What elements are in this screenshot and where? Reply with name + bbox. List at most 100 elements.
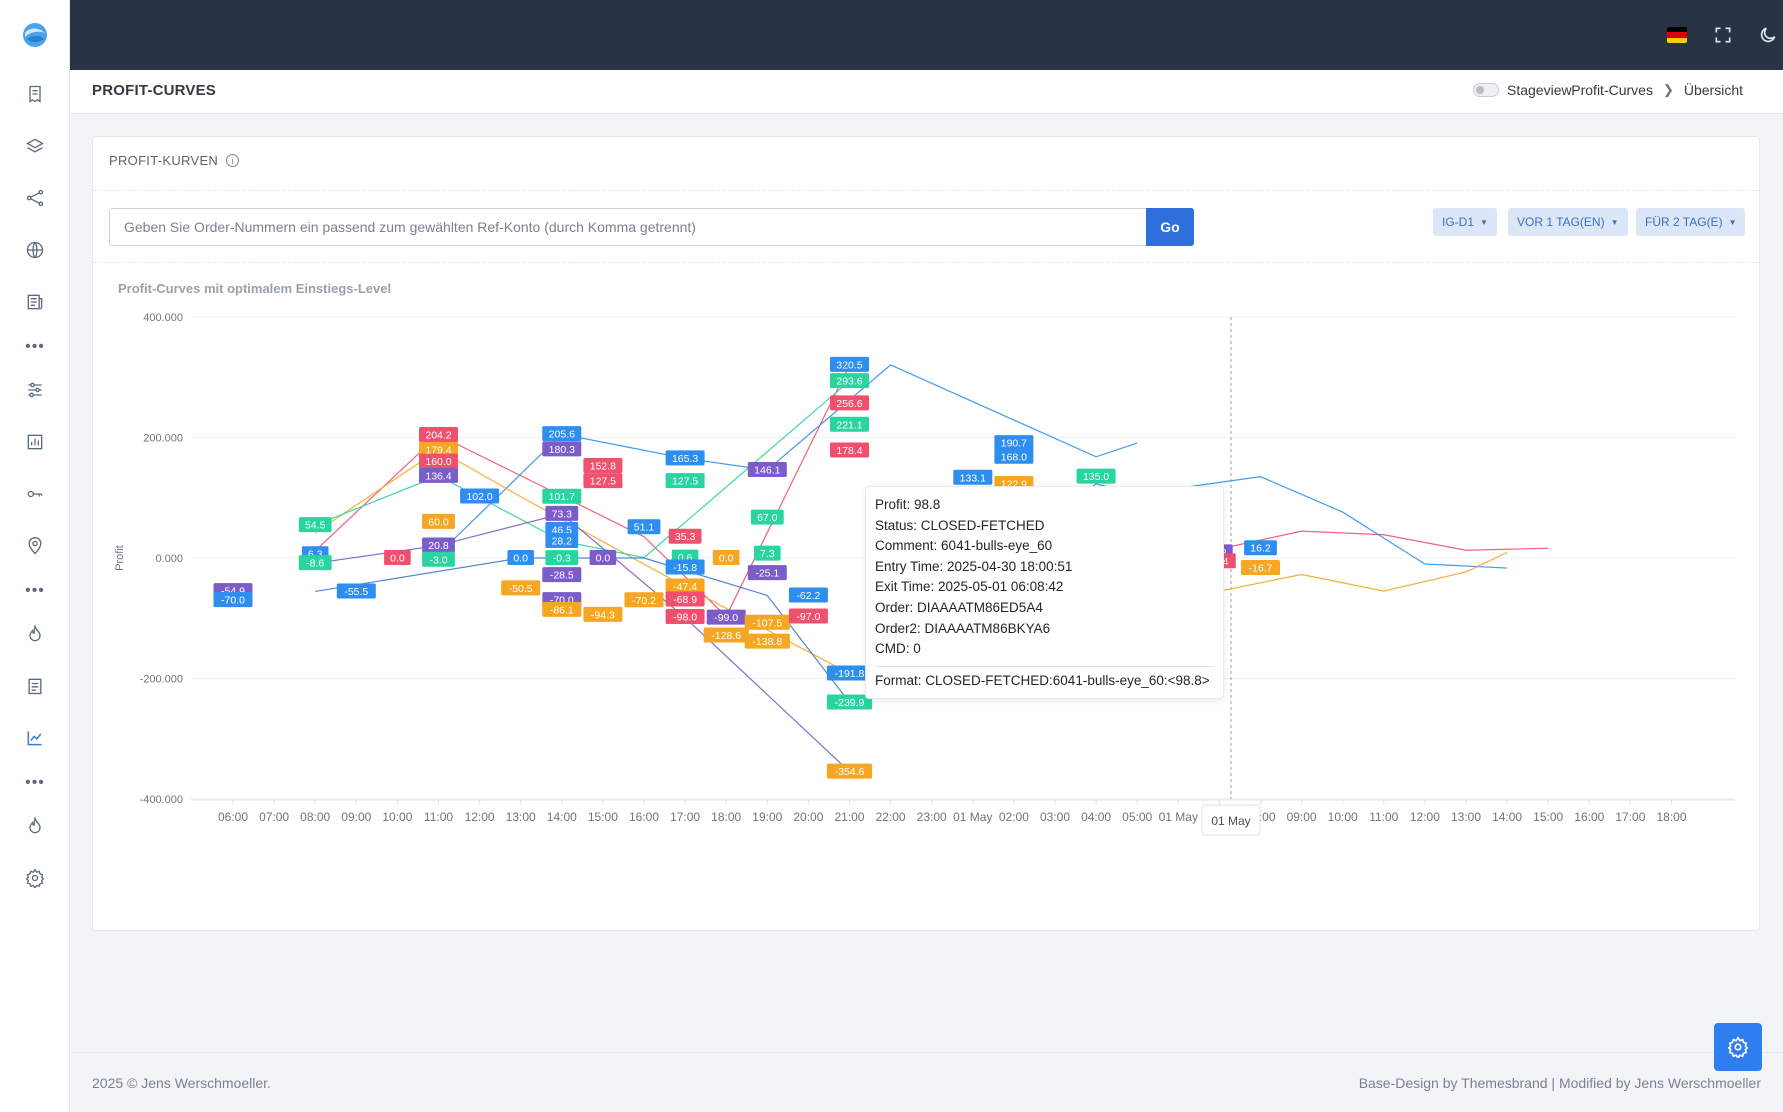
data-label-box <box>583 606 623 622</box>
data-label: -70.0 <box>221 595 245 607</box>
settings-gear-icon[interactable] <box>23 866 47 890</box>
data-label: -239.9 <box>835 697 865 709</box>
data-label-box <box>747 565 787 581</box>
map-pin-icon[interactable] <box>23 534 47 558</box>
sliders-icon[interactable] <box>23 378 47 402</box>
breadcrumb-item-profit-curves[interactable]: Profit-Curves <box>1571 82 1653 98</box>
x-tick-label: 21:00 <box>834 810 864 824</box>
data-label: 179.4 <box>425 444 451 456</box>
more-dots-icon: ••• <box>25 338 45 355</box>
info-icon[interactable]: i <box>226 154 240 167</box>
data-label-box <box>545 533 579 549</box>
go-button[interactable]: Go <box>1146 208 1194 246</box>
data-label-box <box>507 550 534 565</box>
stageview-switch[interactable] <box>1473 83 1499 97</box>
card-title-text: PROFIT-KURVEN <box>109 153 219 168</box>
data-label: 67.0 <box>757 512 778 524</box>
share-nodes-icon[interactable] <box>23 186 47 210</box>
data-label: -128.6 <box>711 630 741 642</box>
more-dots-icon: ••• <box>25 774 45 791</box>
app-logo[interactable] <box>19 19 51 51</box>
data-label-box <box>830 416 869 432</box>
data-label-box <box>419 467 458 483</box>
x-tick-label: 10:00 <box>1328 810 1358 824</box>
data-label-box <box>830 395 869 411</box>
x-tick-label: 03:00 <box>1040 810 1070 824</box>
moon-icon[interactable] <box>1757 24 1779 46</box>
chevron-down-icon: ▼ <box>1728 217 1737 227</box>
key-icon[interactable] <box>23 482 47 506</box>
chevron-right-icon: ❯ <box>1662 82 1674 97</box>
tooltip-cmd-value: 0 <box>913 641 921 657</box>
x-tick-label: 13:00 <box>1451 810 1481 824</box>
data-label: 101.7 <box>549 491 575 503</box>
data-label: 146.1 <box>754 464 780 476</box>
order-numbers-input[interactable] <box>109 208 1161 246</box>
line-chart-icon[interactable] <box>23 726 47 750</box>
clipboard-list-icon[interactable] <box>23 674 47 698</box>
data-label: 205.6 <box>549 429 575 441</box>
tooltip-status-key: Status: <box>875 517 918 533</box>
tooltip-exit-key: Exit Time: <box>875 579 935 595</box>
fullscreen-icon[interactable] <box>1712 24 1734 46</box>
data-label: 0.0 <box>513 553 528 565</box>
data-label: -191.8 <box>835 668 865 680</box>
x-tick-label: 01 May <box>953 810 992 824</box>
flame-icon[interactable] <box>23 814 47 838</box>
document-icon[interactable] <box>23 82 47 106</box>
sidebar: ••• ••• ••• <box>0 0 70 1112</box>
data-label-box <box>419 441 458 457</box>
tooltip-divider <box>875 665 1214 667</box>
data-label: -28.5 <box>550 570 574 582</box>
settings-fab-button[interactable] <box>1714 1023 1762 1071</box>
x-tick-label: 08:00 <box>300 810 330 824</box>
data-label: 178.4 <box>836 445 862 457</box>
data-label-box <box>665 559 705 575</box>
tooltip-order-key: Order: <box>875 599 914 615</box>
data-label-box <box>422 551 455 567</box>
x-tick-label: 12:00 <box>1410 810 1440 824</box>
data-label-box <box>298 517 332 533</box>
data-label: -15.8 <box>673 562 697 574</box>
data-label-box <box>750 509 784 525</box>
page-header: PROFIT-CURVES Stageview Profit-Curves ❯ … <box>70 70 1783 114</box>
newspaper-icon[interactable] <box>23 290 47 314</box>
tooltip-order2-value: DIAAAATM86BKYA6 <box>924 620 1051 636</box>
germany-flag-icon[interactable] <box>1667 27 1687 43</box>
data-label: 204.2 <box>425 429 451 441</box>
duration-dropdown[interactable]: FÜR 2 TAG(E) ▼ <box>1636 208 1746 236</box>
breadcrumb-item-overview: Übersicht <box>1683 82 1743 98</box>
data-label: 20.8 <box>428 540 449 552</box>
data-label-box <box>744 633 790 649</box>
x-tick-label: 09:00 <box>341 810 371 824</box>
account-dropdown[interactable]: IG-D1 ▼ <box>1433 208 1497 236</box>
tooltip-cmd-key: CMD: <box>875 641 910 657</box>
y-axis-label: Profit <box>114 545 126 571</box>
days-ago-dropdown[interactable]: VOR 1 TAG(EN) ▼ <box>1508 208 1628 236</box>
stageview-toggle[interactable]: Stageview <box>1473 82 1572 98</box>
data-label: 127.5 <box>590 476 616 488</box>
data-label: -0.3 <box>553 553 571 565</box>
data-label: -94.3 <box>591 609 615 621</box>
bar-chart-icon[interactable] <box>23 430 47 454</box>
data-label: 133.1 <box>960 472 986 484</box>
data-label: -86.1 <box>550 604 574 616</box>
data-label: 7.3 <box>760 548 775 560</box>
globe-icon[interactable] <box>23 238 47 262</box>
x-tick-label: 13:00 <box>506 810 536 824</box>
data-label-box <box>624 592 664 608</box>
x-tick-label: 20:00 <box>793 810 823 824</box>
crosshair-label: 01 May <box>1211 814 1250 828</box>
flame-icon[interactable] <box>23 622 47 646</box>
days-ago-dropdown-label: VOR 1 TAG(EN) <box>1517 215 1605 229</box>
data-label-box <box>419 426 458 442</box>
data-label: 136.4 <box>425 470 451 482</box>
data-label: 180.3 <box>549 444 575 456</box>
topbar <box>70 0 1783 70</box>
data-label: -50.5 <box>509 583 533 595</box>
data-label-box <box>665 578 705 594</box>
layers-icon[interactable] <box>23 134 47 158</box>
chart-title: Profit-Curves mit optimalem Einstiegs-Le… <box>118 281 392 296</box>
data-label-box <box>668 528 702 544</box>
data-label-box <box>627 519 661 535</box>
